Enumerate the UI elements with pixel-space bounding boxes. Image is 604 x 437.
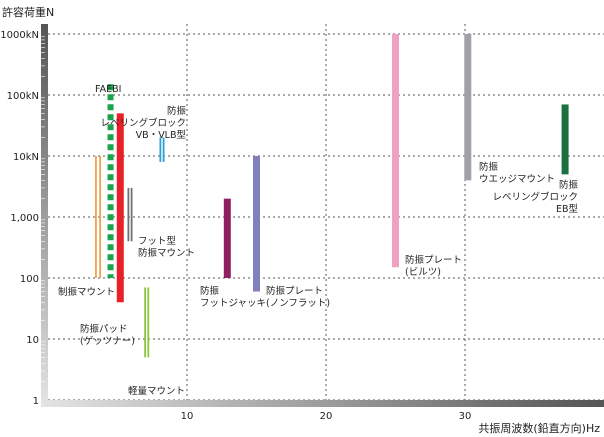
bar-label-8-line-1: (ビルツ) — [405, 267, 441, 278]
bar-label-9-line-1: ウエッジマウント — [479, 174, 555, 185]
x-tick-label-0: 10 — [181, 411, 194, 422]
bar-label-5: 軽量マウント — [128, 386, 185, 397]
bar-label-7-line-1: (ノンフラット) — [266, 298, 330, 309]
bar-label-6-line-0: 防振 — [200, 285, 220, 297]
bar-label-10-line-0: 防振 — [559, 179, 579, 191]
bar-5-left — [144, 287, 146, 358]
bar-label-0-line-0: FAEBI — [95, 84, 121, 95]
bar-3-left — [127, 187, 130, 242]
y-axis-bar — [41, 24, 48, 407]
bar-label-3-line-1: 防振マウント — [138, 247, 195, 259]
bar-7 — [253, 156, 260, 292]
bars — [95, 34, 569, 358]
y-tick-label-2: 100 — [20, 274, 39, 285]
bar-label-9: 防振ウエッジマウント — [479, 161, 555, 185]
ticks: 1 10 100 1,000 10kN 100kN 1000kN 10 20 30 — [0, 30, 471, 422]
x-axis-bar — [41, 400, 604, 407]
bar-1-left — [95, 156, 97, 278]
bar-10 — [561, 104, 569, 175]
bar-label-4: 防振レベリングブロック VB・VLB型 — [100, 105, 186, 141]
x-tick-label-1: 20 — [320, 411, 333, 422]
bar-8 — [392, 34, 399, 268]
bar-6 — [223, 198, 231, 278]
bar-5 — [144, 287, 150, 358]
bar-label-1: 制振マウント — [58, 286, 115, 298]
bar-label-10: 防振レベリングブロック EB型 — [492, 179, 578, 215]
bar-label-1-line-0: 制振マウント — [58, 286, 115, 298]
y-tick-label-6: 1000kN — [0, 30, 39, 41]
bar-1-right — [99, 156, 102, 278]
x-tick-label-2: 30 — [459, 411, 472, 422]
bar-2 — [116, 113, 124, 303]
bar-5-right — [147, 287, 150, 358]
y-tick-label-0: 1 — [33, 396, 39, 407]
bar-label-8: 防振プレート(ビルツ) — [405, 254, 462, 278]
bar-label-7-line-0: 防振プレート — [266, 285, 323, 297]
bar-label-3: フット型防振マウント — [138, 236, 195, 259]
y-tick-label-4: 10kN — [13, 152, 39, 163]
y-tick-label-3: 1,000 — [10, 213, 39, 224]
bar-label-0: FAEBI — [95, 84, 121, 95]
bar-label-2-line-1: (ゲッツナー) — [80, 335, 135, 347]
bar-label-4-line-0: 防振 — [167, 105, 187, 117]
bar-label-9-line-0: 防振 — [479, 161, 499, 173]
bar-label-6: 防振フットジャッキ — [200, 285, 266, 309]
bar-label-3-line-0: フット型 — [138, 236, 177, 247]
bar-labels: FAEBI制振マウント防振パッド(ゲッツナー)フット型防振マウント防振レベリング… — [58, 84, 578, 397]
bar-4-left — [159, 137, 162, 162]
bar-9 — [464, 34, 472, 181]
bar-label-4-line-1: レベリングブロック — [100, 117, 186, 129]
y-tick-label-1: 10 — [26, 335, 39, 346]
bar-label-4-line-2: VB・VLB型 — [136, 130, 187, 141]
bar-label-6-line-1: フットジャッキ — [200, 298, 266, 309]
x-axis-label: 共振周波数(鉛直方向)Hz — [478, 421, 600, 435]
axes — [41, 24, 604, 407]
bar-3 — [127, 187, 133, 242]
bar-4-right — [162, 137, 165, 162]
y-tick-label-5: 100kN — [7, 91, 39, 102]
bar-label-2: 防振パッド(ゲッツナー) — [80, 323, 135, 347]
bar-label-10-line-1: レベリングブロック — [492, 191, 578, 203]
y-axis-label: 許容荷重N — [2, 5, 54, 19]
bar-3-right — [130, 187, 133, 242]
bar-label-10-line-2: EB型 — [556, 204, 579, 215]
bar-1 — [95, 156, 102, 278]
bar-4 — [159, 137, 165, 162]
bar-label-8-line-0: 防振プレート — [405, 254, 462, 266]
bar-label-5-line-0: 軽量マウント — [128, 386, 185, 397]
bar-label-2-line-0: 防振パッド — [80, 323, 128, 335]
bar-label-7: 防振プレート(ノンフラット) — [266, 285, 330, 309]
